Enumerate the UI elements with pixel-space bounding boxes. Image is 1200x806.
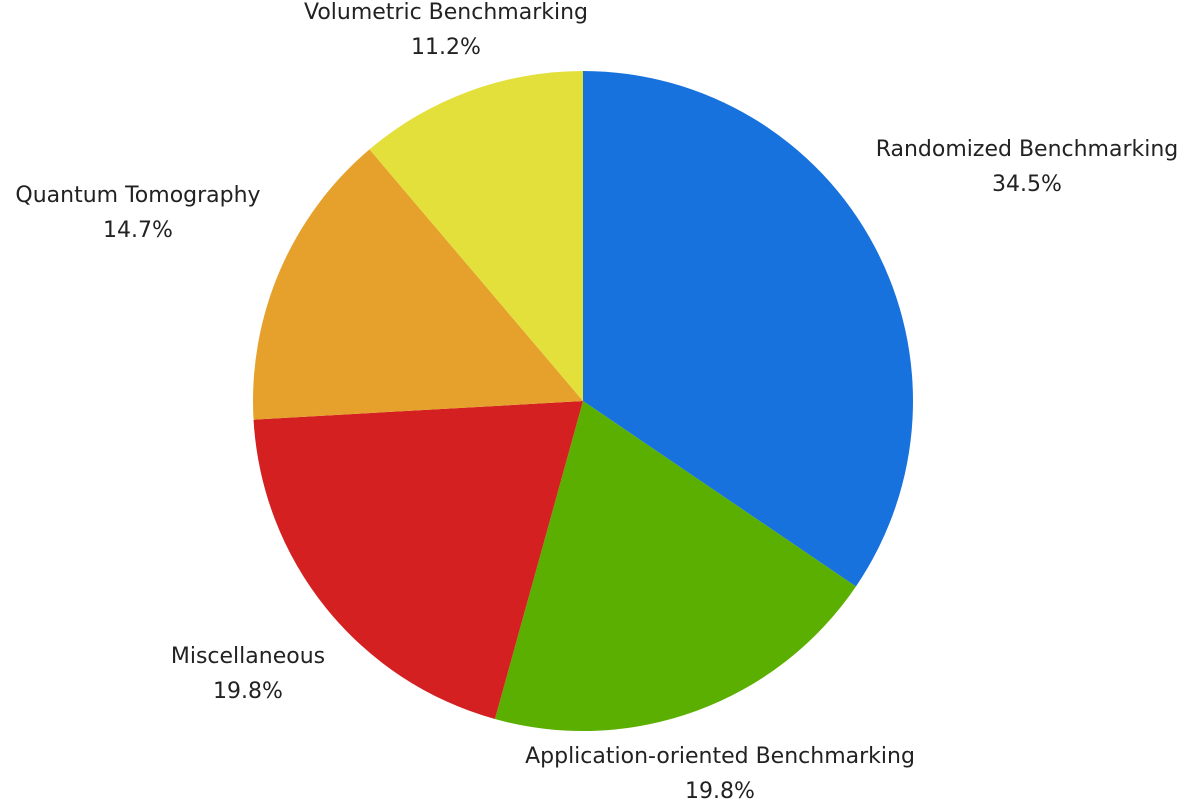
slice-label: Application-oriented Benchmarking <box>525 744 915 769</box>
pie-slice <box>253 149 583 420</box>
pie-slice <box>583 71 913 587</box>
slice-value-label: 14.7% <box>103 218 173 243</box>
pie-slice <box>494 401 856 731</box>
slice-value-label: 19.8% <box>213 679 283 704</box>
pie-slice <box>253 401 584 720</box>
pie-slice <box>369 71 583 401</box>
slice-value-label: 11.2% <box>411 35 481 60</box>
slice-value-label: 19.8% <box>685 779 755 804</box>
slice-label: Miscellaneous <box>171 644 325 669</box>
slice-label: Volumetric Benchmarking <box>304 0 588 25</box>
slice-label: Quantum Tomography <box>15 183 260 208</box>
slice-label: Randomized Benchmarking <box>876 137 1179 162</box>
slice-value-label: 34.5% <box>992 172 1062 197</box>
